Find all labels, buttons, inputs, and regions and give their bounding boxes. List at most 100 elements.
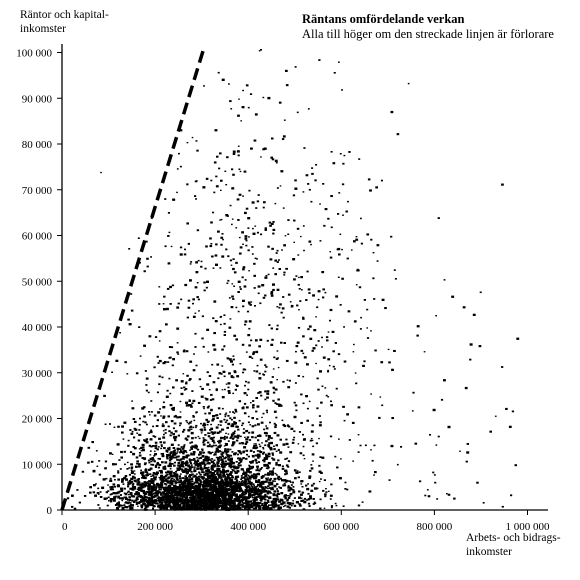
data-point bbox=[185, 401, 189, 404]
data-point bbox=[250, 467, 253, 470]
data-point bbox=[201, 448, 204, 451]
data-point bbox=[201, 455, 204, 458]
data-point bbox=[255, 469, 258, 472]
data-point bbox=[157, 446, 160, 448]
data-point bbox=[279, 451, 283, 454]
data-point bbox=[267, 436, 271, 439]
data-point bbox=[237, 499, 240, 502]
data-point bbox=[226, 419, 229, 422]
data-point bbox=[250, 500, 253, 503]
data-point bbox=[221, 233, 224, 235]
data-point bbox=[253, 443, 256, 445]
data-point bbox=[226, 448, 230, 451]
data-point bbox=[112, 489, 114, 491]
data-point bbox=[95, 450, 98, 452]
data-point bbox=[213, 464, 216, 467]
data-point bbox=[225, 494, 228, 496]
data-point bbox=[152, 482, 155, 485]
data-point bbox=[237, 502, 241, 505]
data-point bbox=[192, 490, 195, 492]
data-point bbox=[140, 504, 144, 507]
data-point bbox=[206, 479, 210, 482]
data-point bbox=[227, 507, 230, 509]
data-point bbox=[255, 479, 258, 482]
data-point bbox=[281, 307, 285, 310]
data-point bbox=[298, 471, 301, 473]
data-point bbox=[167, 503, 170, 506]
data-point bbox=[159, 441, 163, 444]
data-point bbox=[126, 498, 130, 501]
data-point bbox=[116, 443, 120, 446]
data-point bbox=[246, 453, 248, 456]
data-point bbox=[200, 395, 204, 398]
data-point bbox=[289, 486, 292, 489]
data-point bbox=[172, 433, 175, 436]
data-point bbox=[257, 479, 261, 482]
data-point bbox=[205, 439, 208, 441]
data-point bbox=[216, 503, 219, 506]
data-point bbox=[219, 456, 222, 459]
data-point bbox=[201, 476, 205, 479]
data-point bbox=[212, 464, 215, 466]
data-point bbox=[263, 497, 265, 499]
data-point bbox=[167, 498, 170, 501]
data-point bbox=[229, 507, 233, 510]
data-point bbox=[178, 488, 181, 490]
data-point bbox=[130, 506, 134, 510]
data-point bbox=[249, 471, 252, 474]
data-point bbox=[195, 505, 198, 508]
data-point bbox=[162, 488, 165, 490]
data-point bbox=[115, 492, 119, 495]
data-point bbox=[237, 486, 240, 489]
data-point bbox=[153, 488, 157, 492]
data-point bbox=[216, 417, 219, 419]
data-point bbox=[233, 501, 236, 503]
data-point bbox=[273, 501, 277, 504]
data-point bbox=[187, 464, 191, 467]
data-point bbox=[200, 488, 203, 491]
data-point bbox=[144, 370, 147, 372]
data-point bbox=[276, 187, 279, 189]
data-point bbox=[238, 442, 241, 445]
data-point bbox=[244, 323, 247, 326]
data-point bbox=[234, 478, 237, 480]
data-point bbox=[176, 452, 178, 455]
data-point bbox=[203, 289, 206, 292]
data-point bbox=[107, 484, 109, 486]
data-point bbox=[156, 482, 159, 485]
data-point bbox=[178, 466, 182, 469]
data-point bbox=[261, 490, 265, 493]
data-point bbox=[189, 506, 192, 509]
data-point bbox=[171, 487, 175, 490]
data-point bbox=[206, 504, 209, 506]
data-point bbox=[287, 485, 290, 487]
data-point bbox=[287, 386, 291, 389]
data-point bbox=[183, 253, 187, 256]
data-point bbox=[285, 479, 289, 482]
data-point bbox=[207, 508, 210, 510]
data-point bbox=[150, 478, 153, 480]
data-point bbox=[124, 463, 126, 466]
data-point bbox=[213, 498, 216, 501]
data-point bbox=[194, 464, 197, 466]
data-point bbox=[240, 490, 243, 492]
data-point bbox=[256, 405, 260, 408]
data-point bbox=[171, 506, 175, 509]
data-point bbox=[154, 502, 157, 505]
data-point bbox=[83, 495, 87, 497]
data-point bbox=[162, 401, 165, 404]
data-point bbox=[174, 508, 178, 511]
data-point bbox=[206, 445, 210, 448]
data-point bbox=[229, 259, 233, 262]
data-point bbox=[168, 472, 172, 475]
data-point bbox=[316, 487, 319, 490]
data-point bbox=[260, 497, 263, 499]
data-point bbox=[105, 497, 108, 500]
data-point bbox=[164, 461, 168, 464]
data-point bbox=[222, 501, 226, 504]
data-point bbox=[308, 188, 311, 191]
data-point bbox=[308, 475, 312, 478]
data-point bbox=[214, 501, 217, 504]
data-point bbox=[246, 470, 250, 473]
data-point bbox=[203, 438, 206, 441]
